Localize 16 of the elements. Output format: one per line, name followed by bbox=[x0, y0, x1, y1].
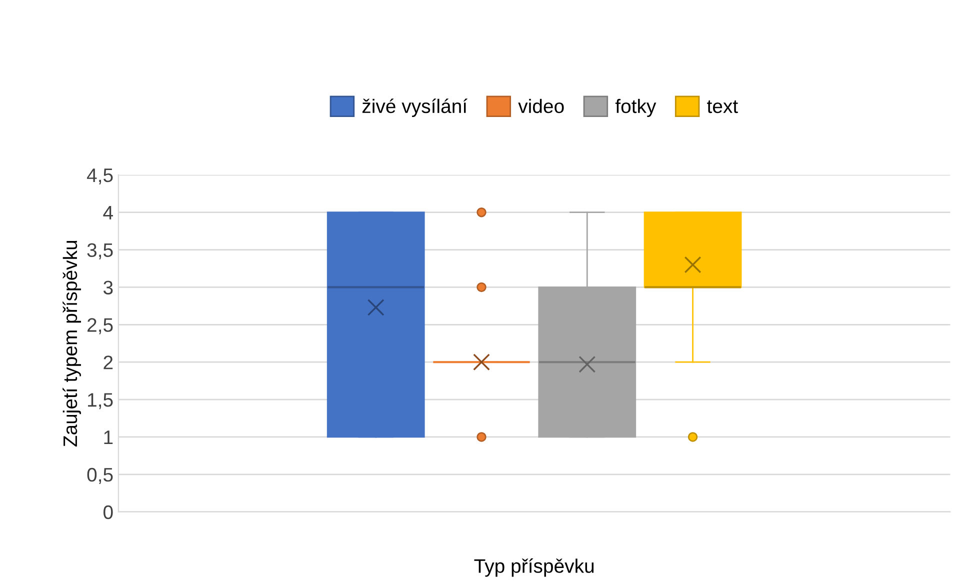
y-tick-label: 2,5 bbox=[88, 318, 113, 334]
legend-label: video bbox=[518, 98, 564, 114]
legend-label: fotky bbox=[615, 98, 656, 117]
x-axis-title: Typ příspěvku bbox=[474, 558, 594, 577]
y-tick-label: 4,5 bbox=[86, 168, 113, 184]
y-tick-label: 0 bbox=[104, 505, 113, 520]
y-tick-label: 1,5 bbox=[88, 393, 113, 410]
y-tick-label: 3 bbox=[103, 280, 113, 294]
y-tick-label: 3,5 bbox=[87, 243, 113, 260]
legend-label: živé vysílání bbox=[362, 98, 468, 117]
y-tick-label: 1 bbox=[104, 430, 113, 444]
y-tick-label: 4 bbox=[103, 206, 113, 220]
y-axis-title: Zaujetí typem příspěvku bbox=[62, 240, 81, 447]
y-tick-label: 2 bbox=[104, 356, 113, 370]
legend-label: text bbox=[707, 100, 738, 114]
y-tick-label: 0,5 bbox=[87, 468, 113, 484]
